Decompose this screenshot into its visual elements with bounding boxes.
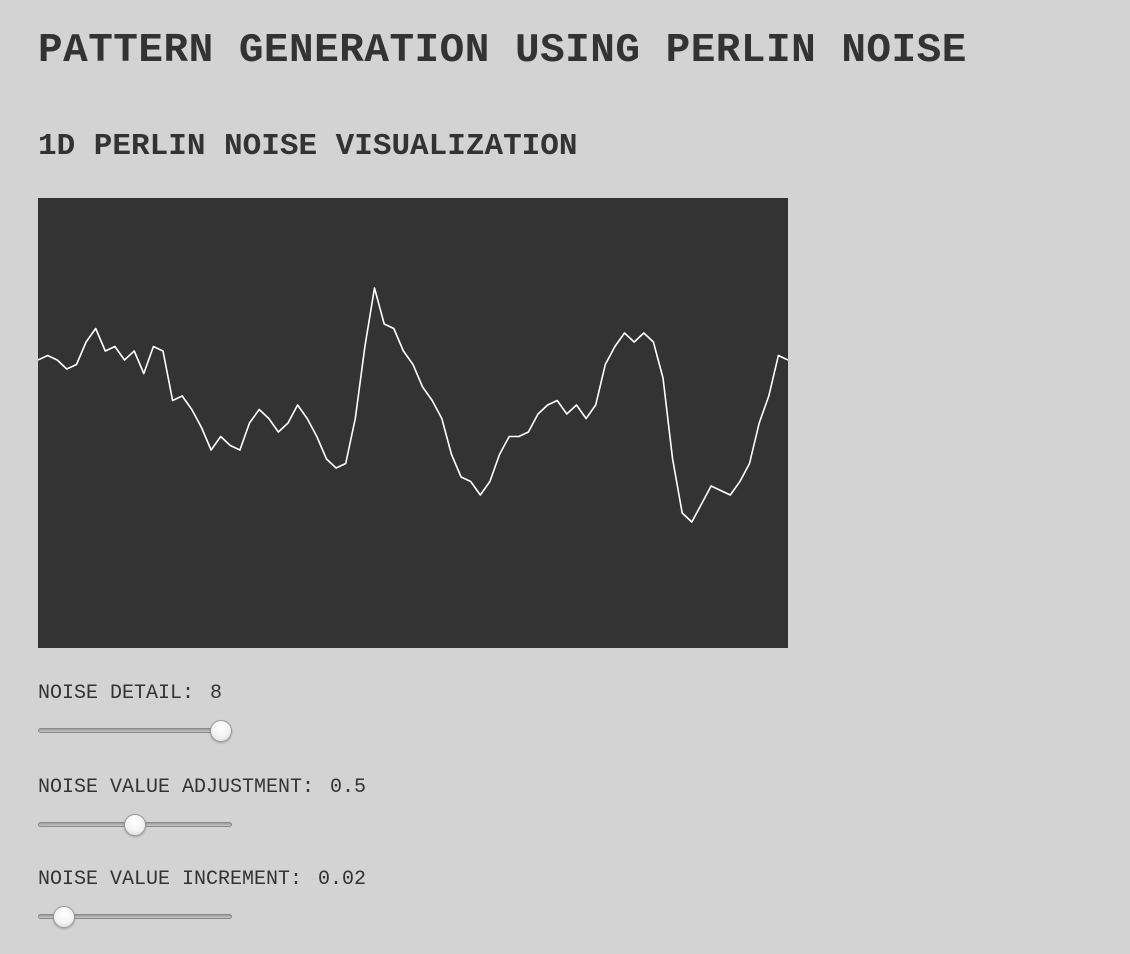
section-title: 1D PERLIN NOISE VISUALIZATION <box>38 129 578 164</box>
slider-thumb[interactable] <box>53 906 76 928</box>
slider-track[interactable] <box>38 728 232 733</box>
slider-thumb[interactable] <box>124 814 146 836</box>
noise-increment-label-text: NOISE VALUE INCREMENT: <box>38 868 303 891</box>
page-title: PATTERN GENERATION USING PERLIN NOISE <box>38 28 967 74</box>
noise-increment-value: 0.02 <box>318 868 367 891</box>
noise-detail-value: 8 <box>210 682 223 705</box>
noise-increment-label: NOISE VALUE INCREMENT: 0.02 <box>38 868 366 891</box>
noise-adjustment-label: NOISE VALUE ADJUSTMENT: 0.5 <box>38 776 366 799</box>
noise-adjustment-slider[interactable] <box>38 814 232 836</box>
noise-canvas <box>38 198 788 648</box>
noise-increment-slider[interactable] <box>38 906 232 928</box>
noise-series-line <box>38 287 788 523</box>
slider-thumb[interactable] <box>210 720 232 742</box>
noise-detail-label: NOISE DETAIL: 8 <box>38 682 222 705</box>
noise-plot <box>38 287 788 523</box>
slider-track[interactable] <box>38 914 232 919</box>
noise-detail-slider[interactable] <box>38 720 232 742</box>
noise-adjustment-label-text: NOISE VALUE ADJUSTMENT: <box>38 776 315 799</box>
noise-detail-label-text: NOISE DETAIL: <box>38 682 195 705</box>
noise-adjustment-value: 0.5 <box>330 776 367 799</box>
